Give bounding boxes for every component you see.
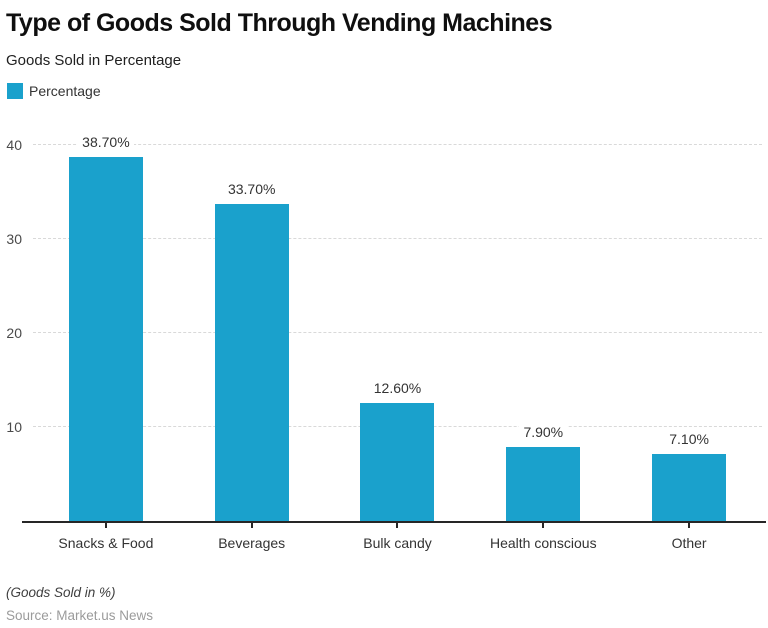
bar-column: 12.60% <box>325 130 471 521</box>
x-axis-tick <box>688 523 691 528</box>
legend-swatch-icon <box>7 83 23 99</box>
bar[interactable] <box>360 402 435 521</box>
x-category-label: Beverages <box>218 535 286 551</box>
chart-subtitle: Goods Sold in Percentage <box>6 52 182 69</box>
axis-note: (Goods Sold in %) <box>6 585 116 600</box>
bar-column: 33.70% <box>179 130 325 521</box>
legend-item-percentage[interactable]: Percentage <box>7 83 768 99</box>
bar[interactable] <box>652 454 727 521</box>
x-category: Beverages <box>179 523 325 552</box>
x-axis-tick <box>542 523 545 528</box>
y-axis-tick-label: 10 <box>6 419 22 436</box>
bar[interactable] <box>506 446 581 521</box>
bar-value-label: 7.10% <box>665 431 713 448</box>
chart-card: Type of Goods Sold Through Vending Machi… <box>0 8 768 628</box>
x-category: Health conscious <box>470 523 616 552</box>
y-axis-tick-label: 40 <box>6 137 22 154</box>
gridline: 20 <box>6 325 762 341</box>
bars-layer: 38.70% 33.70% 12.60% 7.90% 7.10% <box>33 130 762 521</box>
x-axis-line <box>22 521 766 523</box>
x-axis-tick <box>250 523 253 528</box>
bar[interactable] <box>214 204 289 521</box>
bar-value-label: 38.70% <box>78 134 134 151</box>
x-category: Snacks & Food <box>33 523 179 552</box>
bar-column: 7.10% <box>616 130 762 521</box>
x-axis-labels: Snacks & Food Beverages Bulk candy Health c… <box>33 523 762 552</box>
y-axis-tick-label: 20 <box>6 325 22 342</box>
gridline: 40 <box>6 137 762 153</box>
bar-value-label: 33.70% <box>223 181 280 198</box>
bar-column: 7.90% <box>470 130 616 521</box>
gridline: 30 <box>6 231 762 247</box>
bar-value-label: 7.90% <box>519 423 568 440</box>
x-category: Other <box>616 523 762 552</box>
x-category-label: Bulk candy <box>363 535 432 551</box>
y-axis-tick-label: 30 <box>6 231 22 248</box>
legend-label: Percentage <box>29 83 101 99</box>
plot-area: 10 20 30 40 38.70% 33.70% 12.60% 7.90% 7.10% <box>6 130 762 521</box>
chart-title: Type of Goods Sold Through Vending Machi… <box>6 9 553 37</box>
bar-value-label: 12.60% <box>369 379 426 396</box>
x-axis-tick <box>104 523 107 528</box>
bar[interactable] <box>68 157 143 521</box>
x-axis-tick <box>396 523 399 528</box>
x-category-label: Snacks & Food <box>58 535 154 551</box>
x-category-label: Health conscious <box>489 535 597 551</box>
x-category: Bulk candy <box>325 523 471 552</box>
source-text: Source: Market.us News <box>6 608 154 623</box>
x-category-label: Other <box>671 535 707 551</box>
bar-column: 38.70% <box>33 130 179 521</box>
